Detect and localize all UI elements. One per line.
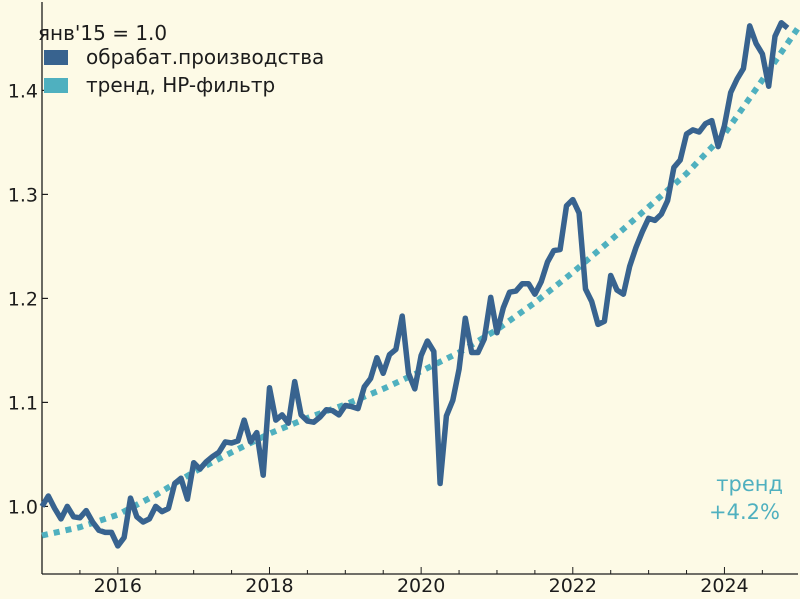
annotation-trend-label: тренд (716, 472, 783, 496)
trend-annotation: тренд +4.2% (709, 472, 783, 524)
y-tick-label: 1.1 (8, 392, 38, 414)
series-line-trend (41, 26, 800, 539)
x-tick-label: 2016 (94, 575, 142, 597)
axes (41, 2, 798, 575)
x-tick-label: 2024 (700, 575, 748, 597)
series (39, 20, 800, 549)
legend: янв'15 = 1.0 обрабат.производства тренд,… (38, 21, 324, 97)
y-tick-label: 1.3 (8, 184, 38, 206)
x-tick-label: 2022 (549, 575, 597, 597)
y-tick-label: 1.4 (8, 80, 38, 102)
x-tick-label: 2018 (245, 575, 293, 597)
legend-label-main: обрабат.производства (86, 45, 324, 69)
y-tick-label: 1.0 (8, 496, 38, 518)
annotation-trend-value: +4.2% (709, 500, 780, 524)
legend-swatch-trend (44, 78, 68, 93)
y-tick-label: 1.2 (8, 288, 38, 310)
tick-labels: 1.0 1.1 1.2 1.3 1.4 2016 2018 2020 2022 2024 (8, 80, 763, 597)
legend-label-trend: тренд, HP-фильтр (86, 73, 275, 97)
legend-title: янв'15 = 1.0 (38, 21, 167, 45)
x-tick-label: 2020 (397, 575, 445, 597)
series-line-manufacturing (39, 20, 790, 549)
legend-swatch-main (44, 50, 68, 65)
